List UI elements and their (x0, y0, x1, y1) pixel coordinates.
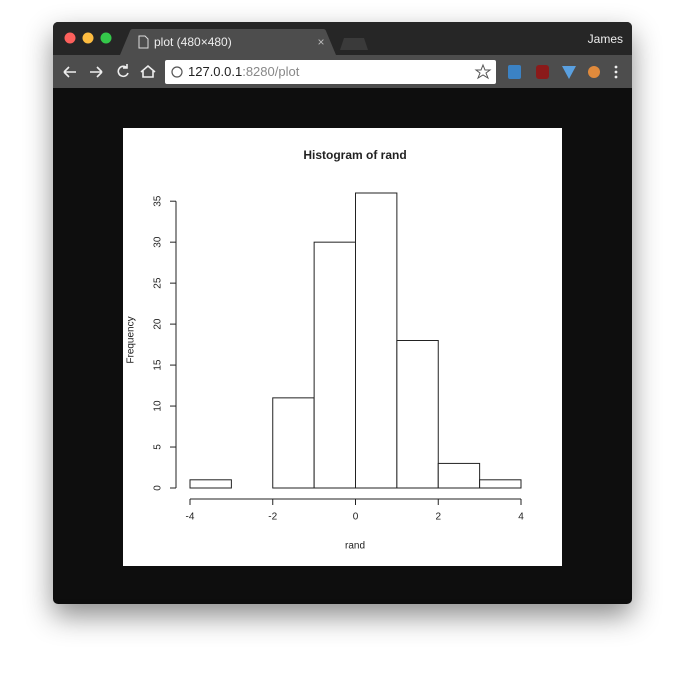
histogram-chart: Histogram of randrandFrequency0510152025… (126, 148, 525, 551)
bookmark-star[interactable] (474, 63, 492, 80)
bar (189, 479, 232, 489)
zoom-button[interactable] (100, 32, 112, 44)
url: 127.0.0.1:8280/plot (188, 64, 300, 79)
profile-name[interactable]: James (588, 32, 623, 46)
y-tick-label: 30 (153, 236, 164, 248)
y-axis-label: Frequency (126, 316, 137, 363)
chart-title: Histogram of rand (303, 148, 406, 162)
new-tab-button[interactable] (340, 38, 368, 50)
bar (479, 479, 522, 489)
home-button[interactable] (140, 64, 156, 78)
y-tick-label: 15 (153, 359, 164, 371)
bar (355, 192, 398, 489)
x-axis-label: rand (345, 541, 365, 552)
x-tick-label: -4 (186, 512, 195, 523)
nav-icons (63, 64, 156, 78)
bar (437, 462, 481, 489)
reload-button[interactable] (117, 64, 129, 78)
x-tick-label: -2 (268, 512, 277, 523)
close-button[interactable] (64, 32, 76, 44)
x-tick-label: 0 (353, 512, 359, 523)
tab-icon (138, 35, 149, 49)
x-tick-label: 4 (518, 512, 524, 523)
extension-icon[interactable] (562, 66, 576, 79)
y-tick-label: 35 (153, 195, 164, 207)
y-tick-label: 5 (153, 444, 164, 450)
y-tick-label: 0 (153, 485, 164, 491)
info-icon[interactable] (171, 66, 183, 78)
active-tab[interactable] (120, 28, 336, 55)
bar (272, 397, 315, 489)
menu-button[interactable] (614, 65, 618, 79)
tab-title: plot (480×480) (154, 35, 232, 49)
minimize-button[interactable] (82, 32, 94, 44)
y-tick-label: 25 (153, 277, 164, 289)
extension-icon[interactable] (588, 66, 600, 78)
back-button[interactable] (63, 66, 76, 78)
extension-icon[interactable] (508, 65, 521, 79)
bar (313, 241, 356, 489)
url-host: 127.0.0.1 (188, 64, 242, 79)
y-tick-label: 20 (153, 318, 164, 330)
extension-icon[interactable] (536, 65, 549, 79)
y-tick-label: 10 (153, 400, 164, 412)
url-path: :8280/plot (242, 64, 299, 79)
forward-button[interactable] (90, 66, 103, 78)
x-tick-label: 2 (435, 512, 441, 523)
address-bar[interactable] (165, 60, 496, 84)
tab-close[interactable]: × (317, 35, 324, 49)
bar (396, 340, 439, 489)
